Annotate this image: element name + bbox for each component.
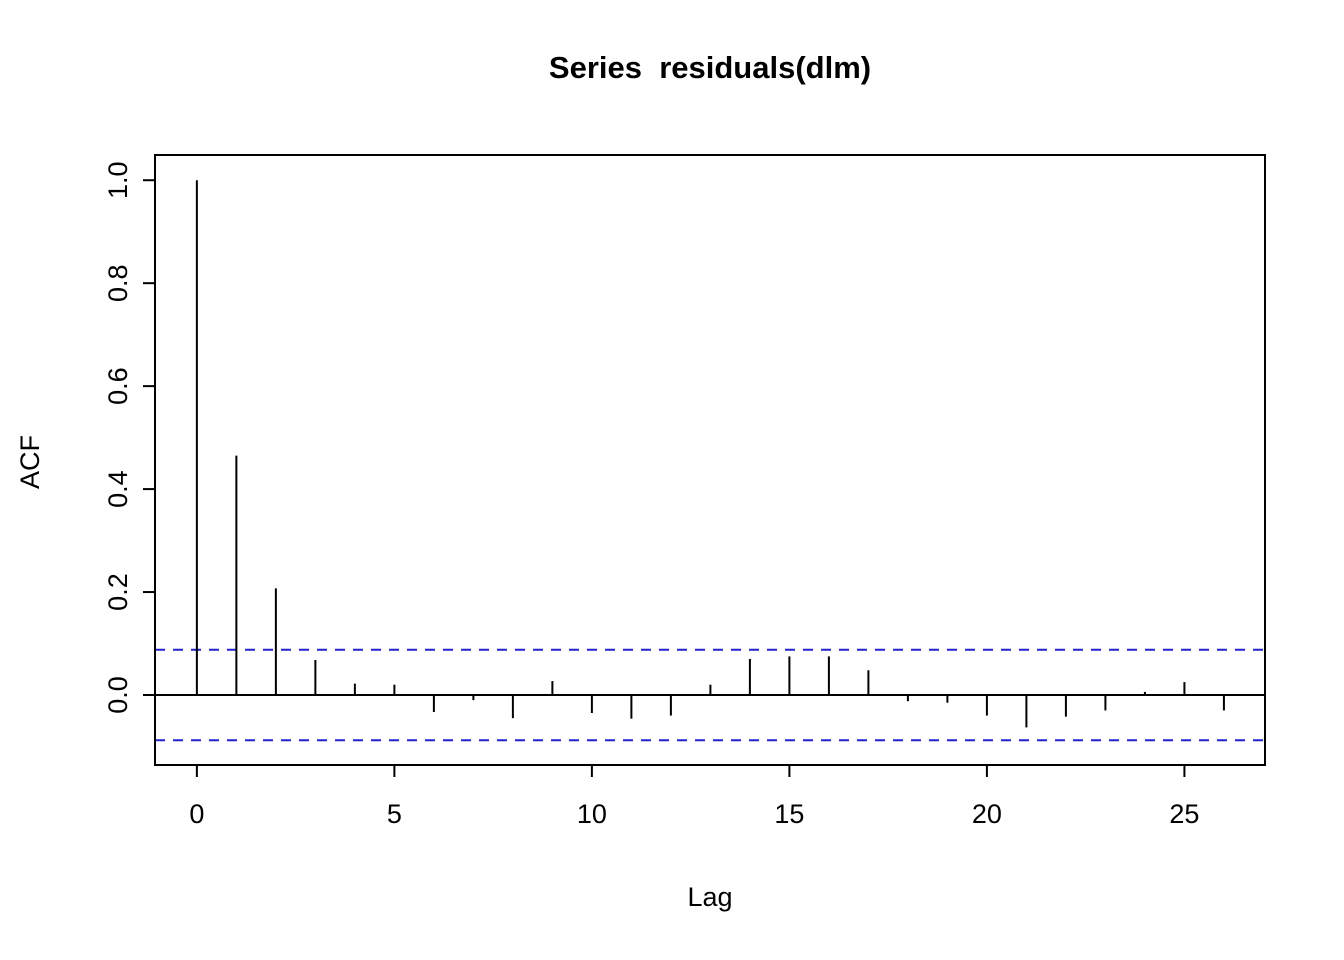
y-tick-label: 0.2 <box>103 573 133 611</box>
x-tick-label: 10 <box>577 799 607 829</box>
plot-border <box>154 154 1266 766</box>
x-tick-label: 25 <box>1169 799 1199 829</box>
y-tick-label: 0.8 <box>103 264 133 302</box>
y-tick-label: 0.0 <box>103 676 133 714</box>
x-axis-label: Lag <box>687 882 733 912</box>
x-tick-label: 0 <box>189 799 204 829</box>
x-tick-label: 15 <box>774 799 804 829</box>
x-tick-label: 5 <box>387 799 402 829</box>
chart-title: Series residuals(dlm) <box>548 50 872 85</box>
x-tick-label: 20 <box>972 799 1002 829</box>
y-tick-label: 1.0 <box>103 161 133 199</box>
y-tick-label: 0.4 <box>103 470 133 508</box>
y-tick-label: 0.6 <box>103 367 133 405</box>
